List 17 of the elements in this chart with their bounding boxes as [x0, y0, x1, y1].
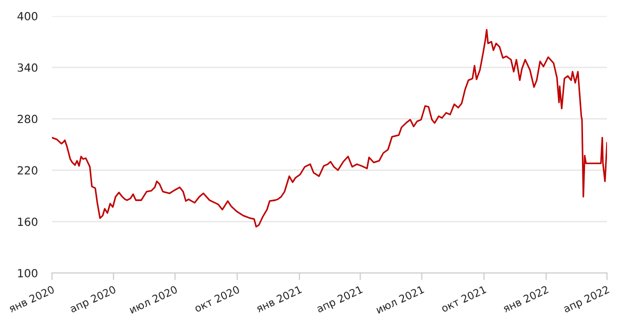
x-tick-label: янв 2021 [256, 285, 302, 313]
x-tick-label: июл 2021 [376, 285, 424, 314]
x-tick-label: окт 2020 [194, 285, 240, 312]
y-tick-label: 160 [18, 218, 38, 226]
x-tick-label: апр 2021 [316, 285, 364, 315]
y-tick-label: 340 [18, 63, 38, 72]
y-tick-label: 100 [18, 268, 38, 278]
x-tick-label: июл 2020 [128, 285, 178, 314]
x-tick-label: апр 2022 [562, 285, 610, 315]
y-tick-label: 280 [18, 114, 38, 124]
y-tick-label: 400 [17, 12, 38, 20]
x-tick-label: апр 2020 [69, 285, 118, 315]
x-tick-label: янв 2022 [502, 285, 549, 313]
y-tick-label: 220 [18, 166, 38, 175]
line-series [52, 28, 607, 228]
x-tick-label: янв 2020 [8, 285, 55, 313]
x-tick-label: окт 2021 [440, 285, 486, 312]
